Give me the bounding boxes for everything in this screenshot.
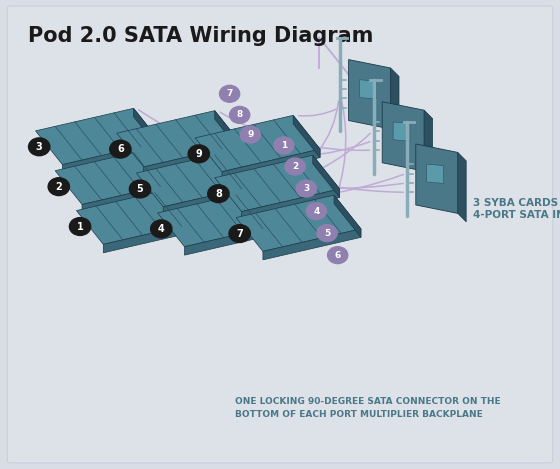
- Polygon shape: [393, 122, 410, 141]
- Polygon shape: [36, 108, 160, 165]
- Polygon shape: [214, 155, 339, 212]
- Text: 6: 6: [334, 250, 341, 260]
- Text: 7: 7: [226, 89, 233, 98]
- Polygon shape: [158, 190, 283, 247]
- Polygon shape: [255, 190, 283, 233]
- Polygon shape: [55, 148, 180, 204]
- Text: 4: 4: [158, 224, 165, 234]
- Text: 8: 8: [215, 189, 222, 199]
- Polygon shape: [236, 195, 361, 251]
- Polygon shape: [82, 182, 180, 213]
- Text: 3: 3: [303, 184, 310, 193]
- Text: 1: 1: [77, 221, 83, 232]
- Polygon shape: [334, 195, 361, 237]
- Polygon shape: [143, 144, 241, 175]
- Circle shape: [306, 203, 326, 219]
- Polygon shape: [458, 152, 466, 222]
- Polygon shape: [416, 144, 458, 213]
- Polygon shape: [214, 111, 241, 153]
- Circle shape: [208, 185, 229, 203]
- Text: ONE LOCKING 90-DEGREE SATA CONNECTOR ON THE
BOTTOM OF EACH PORT MULTIPLIER BACKP: ONE LOCKING 90-DEGREE SATA CONNECTOR ON …: [235, 397, 501, 419]
- FancyBboxPatch shape: [7, 6, 553, 463]
- Polygon shape: [164, 184, 261, 215]
- Polygon shape: [195, 115, 320, 172]
- Circle shape: [129, 180, 151, 198]
- Circle shape: [317, 225, 337, 242]
- Circle shape: [151, 220, 172, 238]
- Text: 5: 5: [324, 228, 330, 238]
- Text: 5: 5: [137, 184, 143, 194]
- Circle shape: [220, 85, 240, 102]
- Polygon shape: [103, 222, 202, 253]
- Text: 2: 2: [55, 182, 62, 192]
- Polygon shape: [136, 151, 261, 207]
- Polygon shape: [62, 142, 160, 173]
- Polygon shape: [175, 188, 202, 230]
- Text: 8: 8: [236, 110, 243, 120]
- Circle shape: [230, 106, 250, 123]
- Polygon shape: [185, 224, 283, 255]
- Polygon shape: [133, 108, 160, 151]
- Circle shape: [285, 158, 305, 175]
- Polygon shape: [153, 148, 180, 190]
- Text: Pod 2.0 SATA Wiring Diagram: Pod 2.0 SATA Wiring Diagram: [28, 26, 374, 46]
- Text: 7: 7: [236, 228, 243, 239]
- Polygon shape: [241, 189, 339, 220]
- Text: 4: 4: [313, 206, 320, 216]
- Polygon shape: [116, 111, 241, 167]
- Polygon shape: [234, 151, 261, 193]
- Circle shape: [188, 145, 209, 163]
- Circle shape: [240, 126, 260, 143]
- Text: 3 SYBA CARDS WITH
4-PORT SATA IN PCIe: 3 SYBA CARDS WITH 4-PORT SATA IN PCIe: [473, 198, 560, 219]
- Text: 1: 1: [281, 141, 287, 150]
- Polygon shape: [348, 60, 391, 129]
- Polygon shape: [360, 80, 376, 99]
- Circle shape: [229, 225, 250, 242]
- Polygon shape: [427, 164, 444, 183]
- Circle shape: [69, 218, 91, 235]
- Polygon shape: [293, 115, 320, 158]
- Polygon shape: [222, 149, 320, 180]
- Text: 3: 3: [36, 142, 43, 152]
- Circle shape: [29, 138, 50, 156]
- Polygon shape: [382, 102, 424, 171]
- Circle shape: [110, 140, 131, 158]
- Polygon shape: [424, 110, 432, 180]
- Polygon shape: [312, 155, 339, 197]
- Polygon shape: [391, 68, 399, 137]
- Circle shape: [328, 247, 348, 264]
- Circle shape: [296, 180, 316, 197]
- Circle shape: [274, 137, 294, 154]
- Polygon shape: [263, 229, 361, 260]
- Polygon shape: [76, 188, 202, 244]
- Circle shape: [48, 178, 69, 196]
- Text: 9: 9: [247, 130, 254, 139]
- Text: 9: 9: [195, 149, 202, 159]
- Text: 2: 2: [292, 162, 298, 171]
- Text: 6: 6: [117, 144, 124, 154]
